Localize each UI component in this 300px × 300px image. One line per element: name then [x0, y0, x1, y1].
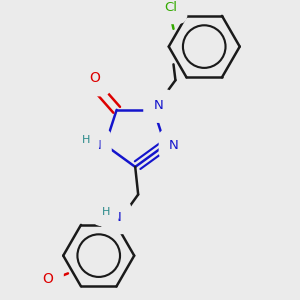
- Text: Cl: Cl: [164, 1, 177, 13]
- Text: N: N: [169, 139, 179, 152]
- Text: H: H: [101, 207, 110, 217]
- Text: H: H: [82, 135, 91, 145]
- Text: O: O: [42, 272, 53, 286]
- Text: N: N: [92, 139, 101, 152]
- Text: O: O: [89, 71, 100, 85]
- Text: N: N: [154, 99, 164, 112]
- Text: N: N: [112, 211, 121, 224]
